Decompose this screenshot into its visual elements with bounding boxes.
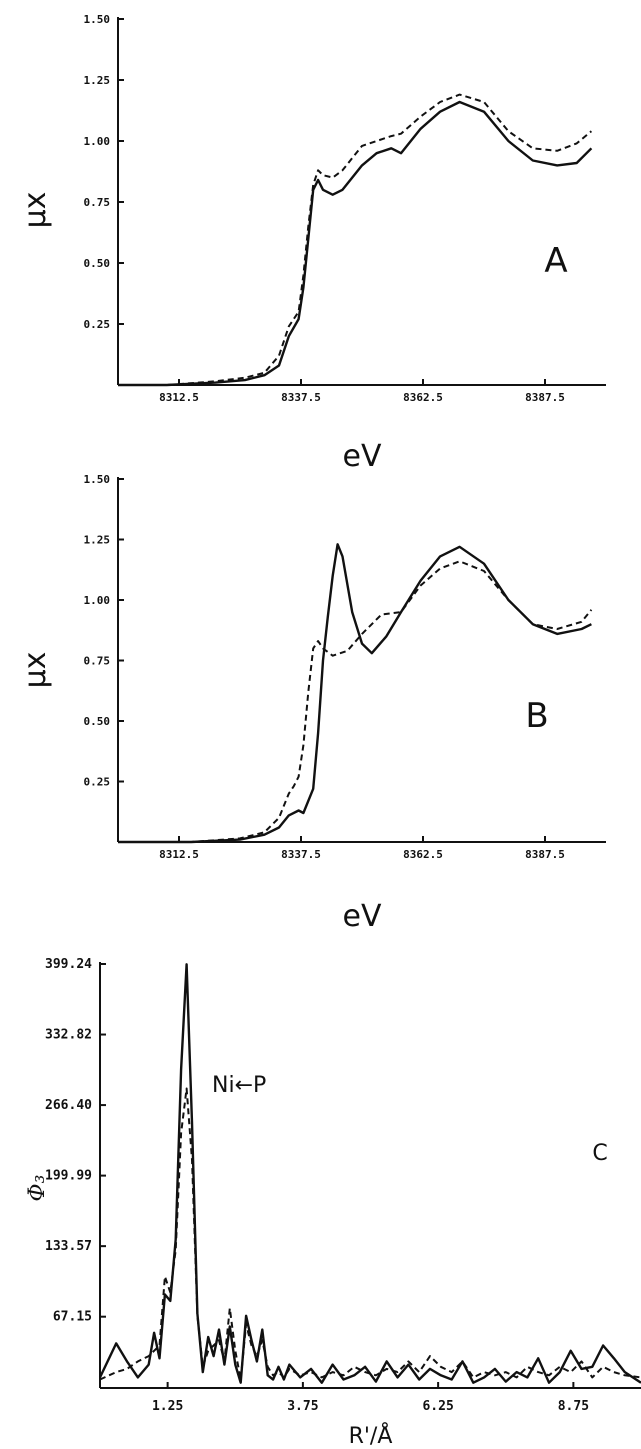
y-tick-label: 399.24 [45, 957, 92, 972]
chart-panel-b: 0.25 0.50 0.75 1.00 1.25 1.50 8312.5 8337.5 8362… [18, 473, 606, 934]
y-tick-label: 1.50 [84, 13, 111, 26]
y-tick-label: 266.40 [45, 1098, 92, 1113]
y-tick-label: 199.99 [45, 1169, 92, 1184]
y-tick-label: 1.00 [84, 594, 111, 607]
series-line-solid [118, 543, 592, 844]
y-axis-label: μx [18, 192, 53, 229]
y-axis-label: Φ₃ [25, 1175, 50, 1202]
x-tick-label: 8312.5 [159, 391, 199, 404]
y-tick-label: 0.50 [84, 715, 111, 728]
series-line-solid [98, 963, 641, 1384]
x-tick-label: 1.25 [152, 1399, 183, 1414]
chart-panel-a: 0.25 0.50 0.75 1.00 1.25 1.50 8312.5 8337.5 8362… [18, 13, 606, 474]
series-line-dashed [118, 93, 593, 386]
x-tick-label: 6.25 [422, 1399, 453, 1414]
x-axis-label: R'/Å [349, 1422, 393, 1449]
y-tick-label: 67.15 [53, 1310, 92, 1325]
x-tick-label: 8387.5 [525, 848, 565, 861]
y-tick-label: 0.75 [84, 196, 111, 209]
series-line-dashed [118, 560, 593, 843]
y-tick-label: 1.50 [84, 473, 111, 486]
y-tick-label: 1.00 [84, 135, 111, 148]
y-tick-label: 0.25 [84, 776, 111, 789]
x-tick-label: 8337.5 [281, 391, 321, 404]
panel-label: A [544, 241, 567, 281]
x-tick-label: 8387.5 [525, 391, 565, 404]
panel-label: C [592, 1141, 607, 1166]
y-tick-label: 133.57 [45, 1239, 92, 1254]
x-tick-label: 8362.5 [403, 391, 443, 404]
x-tick-label: 3.75 [287, 1399, 318, 1414]
y-tick-label: 1.25 [84, 74, 111, 87]
x-axis-label: eV [343, 899, 382, 934]
y-tick-label: 1.25 [84, 534, 111, 547]
y-tick-label: 0.50 [84, 257, 111, 270]
x-axis-label: eV [343, 439, 382, 474]
x-tick-label: 8337.5 [281, 848, 321, 861]
x-tick-label: 8312.5 [159, 848, 199, 861]
x-tick-label: 8362.5 [403, 848, 443, 861]
chart-panel-c: 67.15 133.57 199.99 266.40 332.82 399.24 1.25 3… [25, 957, 641, 1449]
y-tick-label: 0.25 [84, 318, 111, 331]
x-tick-label: 8.75 [558, 1399, 589, 1414]
y-axis-label: μx [18, 652, 53, 689]
peak-annotation: Ni←P [212, 1073, 266, 1098]
series-line-dashed [99, 1087, 641, 1381]
y-tick-label: 332.82 [45, 1028, 92, 1043]
y-tick-label: 0.75 [84, 655, 111, 668]
panel-label: B [525, 696, 548, 736]
series-line-solid [118, 100, 593, 387]
